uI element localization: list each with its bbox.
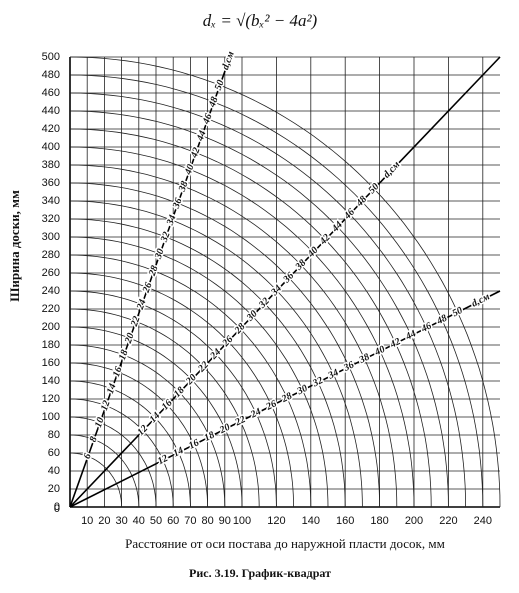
y-tick-label: 280 — [42, 249, 60, 261]
scale-label: 18 — [203, 430, 217, 444]
y-tick-label: 60 — [48, 447, 60, 459]
scale-label: 20 — [217, 422, 232, 437]
scale-label: 40 — [372, 344, 387, 359]
scale-line — [69, 56, 501, 508]
y-tick-label: 400 — [42, 141, 60, 153]
scale-label: 32 — [310, 375, 325, 390]
scale-label: 34 — [326, 367, 341, 382]
scale-label: 48 — [434, 313, 449, 328]
scale-label: 28 — [147, 264, 161, 278]
y-tick-label: 220 — [42, 303, 60, 315]
x-tick-label: 50 — [150, 515, 162, 527]
scale-label: 44 — [403, 328, 418, 343]
scale-label: 12 — [99, 399, 113, 412]
y-tick-label: 320 — [42, 213, 60, 225]
y-tick-label: 300 — [42, 231, 60, 243]
y-tick-label: 460 — [42, 87, 60, 99]
y-tick-label: 440 — [42, 105, 60, 117]
x-tick-label: 200 — [405, 515, 423, 527]
scale-label: 24 — [248, 406, 263, 421]
y-tick-label: 200 — [42, 321, 60, 333]
scale-unit: d,см — [220, 50, 237, 72]
scale-label: 24 — [135, 298, 149, 312]
x-tick-label: 140 — [302, 515, 320, 527]
scale-label: 46 — [201, 112, 215, 126]
scale-label: 12 — [156, 453, 170, 467]
scale-unit: d,см — [470, 291, 492, 309]
scale-label: 30 — [153, 247, 167, 261]
y-axis-label: Ширина доски, мм — [7, 190, 22, 302]
scale-label: 38 — [177, 180, 191, 194]
scale-label: 44 — [195, 129, 209, 143]
x-tick-label: 70 — [184, 515, 196, 527]
y-tick-label: 480 — [42, 69, 60, 81]
y-tick-label: 500 — [42, 51, 60, 63]
scale-label: 28 — [279, 391, 294, 406]
scale-label: 22 — [233, 414, 248, 429]
x-tick-label: 40 — [133, 515, 145, 527]
x-tick-label: 100 — [233, 515, 251, 527]
scale-label: 42 — [388, 336, 403, 351]
scale-label: 8 — [88, 435, 100, 443]
y-tick-label: 40 — [48, 465, 60, 477]
y-tick-label: 380 — [42, 159, 60, 171]
y-tick-label: 240 — [42, 285, 60, 297]
x-tick-label: 30 — [115, 515, 127, 527]
y-tick-label: 120 — [42, 393, 60, 405]
x-tick-label: 60 — [167, 515, 179, 527]
x-axis-label: Расстояние от оси постава до наружной пл… — [125, 536, 445, 551]
y-tick-label: 140 — [42, 375, 60, 387]
scale-label: 50 — [451, 305, 465, 319]
scale-label: 20 — [123, 332, 137, 346]
x-tick-label: 240 — [474, 515, 492, 527]
y-tick-label: 80 — [48, 429, 60, 441]
y-tick-label: 100 — [42, 411, 60, 423]
x-tick-label: 80 — [201, 515, 213, 527]
scale-label: 26 — [141, 281, 155, 295]
scale-label: 34 — [165, 214, 179, 228]
scale-label: 6 — [82, 452, 94, 460]
scale-label: 16 — [187, 437, 201, 451]
scale-label: 46 — [419, 321, 434, 336]
y-tick-label: 0 — [54, 501, 60, 513]
origin-label: 0 — [54, 503, 60, 515]
scale-label: 32 — [159, 230, 173, 244]
scale-label: 36 — [171, 197, 185, 211]
scale-label: 40 — [183, 163, 197, 177]
caption: Рис. 3.19. График-квадрат — [189, 566, 331, 580]
scale-label: 38 — [357, 352, 372, 367]
scale-label: 42 — [189, 146, 203, 160]
scale-label: 14 — [105, 382, 119, 395]
x-tick-label: 220 — [439, 515, 457, 527]
x-tick-label: 90 — [219, 515, 231, 527]
y-tick-label: 360 — [42, 177, 60, 189]
scale-label: 18 — [117, 349, 131, 362]
y-tick-label: 420 — [42, 123, 60, 135]
x-tick-label: 180 — [370, 515, 388, 527]
scale-label: 30 — [295, 383, 310, 398]
y-tick-label: 340 — [42, 195, 60, 207]
scale-label: 22 — [129, 315, 143, 329]
scale-line — [69, 56, 231, 508]
y-tick-label: 160 — [42, 357, 60, 369]
scale-label: 48 — [207, 95, 221, 109]
y-tick-label: 180 — [42, 339, 60, 351]
y-tick-label: 260 — [42, 267, 60, 279]
x-tick-label: 160 — [336, 515, 354, 527]
scale-label: 16 — [111, 365, 125, 378]
y-tick-label: 20 — [48, 483, 60, 495]
formula: dₓ = √(bₓ² − 4a²) — [203, 11, 318, 30]
x-tick-label: 20 — [98, 515, 110, 527]
scale-label: 36 — [341, 359, 356, 374]
x-tick-label: 120 — [267, 515, 285, 527]
x-tick-label: 10 — [81, 515, 93, 527]
scale-line — [69, 290, 501, 508]
